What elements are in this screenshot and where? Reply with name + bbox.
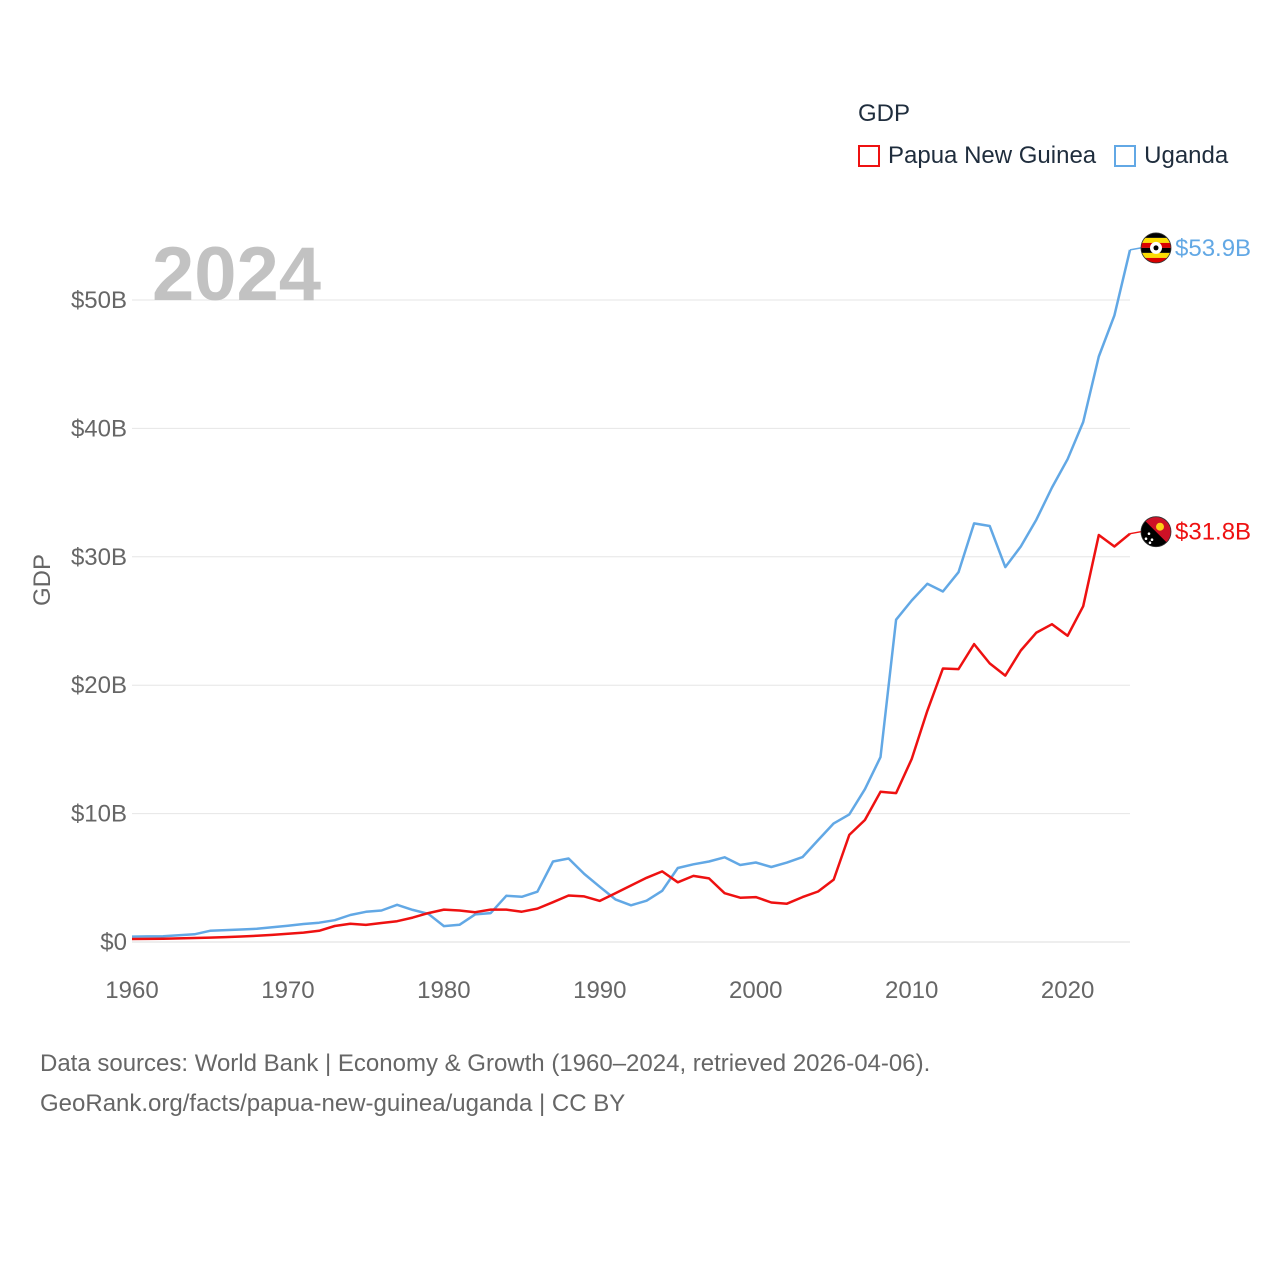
flag-star bbox=[1150, 538, 1154, 541]
footer-sources: Data sources: World Bank | Economy & Gro… bbox=[40, 1050, 931, 1077]
x-tick-label: 2020 bbox=[1041, 977, 1094, 1004]
y-tick-label: $40B bbox=[71, 415, 127, 442]
papua-new-guinea-flag-icon bbox=[1140, 516, 1172, 548]
flag-stripe bbox=[1141, 237, 1171, 243]
y-tick-label: $0 bbox=[100, 929, 127, 956]
x-tick-label: 1960 bbox=[105, 977, 158, 1004]
flag-star bbox=[1147, 532, 1151, 535]
legend-item-papua-new-guinea[interactable]: Papua New Guinea bbox=[858, 142, 1096, 170]
uganda-flag-icon bbox=[1140, 232, 1172, 264]
x-tick-label: 2000 bbox=[729, 977, 782, 1004]
legend-label-papua-new-guinea: Papua New Guinea bbox=[888, 142, 1097, 169]
legend-title: GDP bbox=[858, 100, 911, 127]
flag-star bbox=[1148, 541, 1152, 544]
legend-item-uganda[interactable]: Uganda bbox=[1114, 142, 1228, 170]
legend-swatch-uganda bbox=[1114, 145, 1137, 167]
x-tick-label: 1980 bbox=[417, 977, 470, 1004]
flag-outline bbox=[1140, 516, 1172, 548]
gridlines bbox=[132, 299, 1130, 943]
footer-link[interactable]: GeoRank.org/facts/papua-new-guinea/ugand… bbox=[40, 1090, 626, 1117]
flag-outline bbox=[1140, 232, 1172, 264]
x-axis-ticks: 1960 1970 1980 1990 2000 2010 2020 bbox=[105, 977, 1094, 1004]
footer: Data sources: World Bank | Economy & Gro… bbox=[40, 1044, 930, 1124]
end-labels: $31.8B $53.9B bbox=[1129, 232, 1251, 548]
flag-stripe bbox=[1141, 252, 1171, 258]
y-tick-label: $30B bbox=[71, 544, 127, 571]
flag-star bbox=[1144, 537, 1148, 540]
flag-red bbox=[1141, 516, 1171, 547]
y-axis-label: GDP bbox=[29, 554, 56, 606]
series-line-papua-new-guinea bbox=[131, 532, 1131, 941]
y-tick-label: $20B bbox=[71, 672, 127, 699]
y-axis-ticks: $0 $10B $20B $30B $40B $50B bbox=[71, 287, 127, 956]
series-lines bbox=[131, 249, 1132, 941]
legend: Papua New Guinea Uganda bbox=[858, 142, 1246, 170]
flag-crane bbox=[1153, 245, 1159, 251]
y-tick-label: $10B bbox=[71, 801, 127, 828]
end-connector-papua-new-guinea bbox=[1129, 530, 1142, 535]
end-label-papua-new-guinea: $31.8B bbox=[1175, 519, 1251, 546]
series-line-uganda bbox=[131, 249, 1132, 938]
legend-label-uganda: Uganda bbox=[1144, 142, 1229, 169]
x-tick-label: 2010 bbox=[885, 977, 938, 1004]
flag-bird bbox=[1156, 522, 1164, 531]
end-connector-uganda bbox=[1129, 247, 1142, 251]
x-tick-label: 1970 bbox=[261, 977, 314, 1004]
flag-body bbox=[1141, 516, 1171, 547]
flag-stripe bbox=[1141, 257, 1171, 263]
x-tick-label: 1990 bbox=[573, 977, 626, 1004]
flag-stripe bbox=[1141, 232, 1171, 238]
legend-swatch-papua-new-guinea bbox=[858, 145, 880, 167]
end-label-uganda: $53.9B bbox=[1175, 235, 1251, 262]
year-label: 2024 bbox=[152, 232, 321, 317]
flag-body bbox=[1141, 232, 1171, 263]
y-tick-label: $50B bbox=[71, 287, 127, 314]
